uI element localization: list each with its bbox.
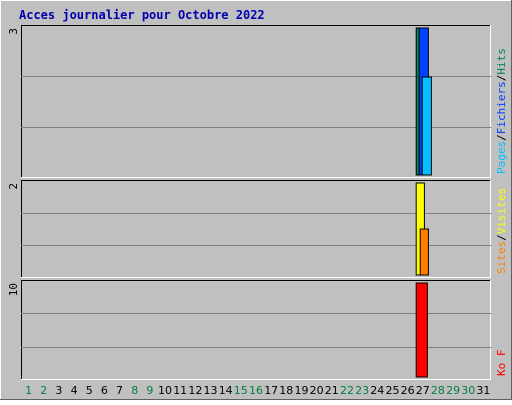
legend-visits-sites: Sites/Visites	[495, 188, 508, 274]
panel-visits-sites: 2 Sites/Visites	[7, 180, 508, 278]
x-tick-label-day-12: 12	[188, 384, 202, 397]
bar-sites-day-27	[419, 228, 429, 276]
x-tick-label-day-23: 23	[355, 384, 369, 397]
x-axis-labels: 1 2 3 4 5 6 7 8 9 10 11 12 13 14 15 16 17 18 19 20 21 22 23 24 2…	[25, 384, 490, 397]
x-tick-label-day-25: 25	[386, 384, 400, 397]
x-tick-label-day-13: 13	[204, 384, 218, 397]
x-tick-label-day-7: 7	[116, 384, 123, 397]
x-tick-label-day-26: 26	[401, 384, 415, 397]
x-tick-label-day-2: 2	[40, 384, 47, 397]
bar-pages-day-27	[421, 76, 432, 176]
x-tick-label-day-22: 22	[340, 384, 354, 397]
legend-hits: Hits	[495, 48, 508, 75]
legend-fichiers: Fichiers	[495, 81, 508, 134]
legend-separator: /	[495, 75, 508, 82]
x-tick-label-day-17: 17	[264, 384, 278, 397]
x-tick-label-day-16: 16	[249, 384, 263, 397]
legend-visites: Visites	[495, 188, 508, 234]
panel-background	[21, 25, 491, 178]
x-tick-label-day-11: 11	[173, 384, 187, 397]
legend-ko-f: Ko F	[495, 350, 508, 377]
legend-sites: Sites	[495, 241, 508, 274]
x-tick-label-day-30: 30	[461, 384, 475, 397]
y-axis-max-label: 2	[7, 183, 20, 190]
x-tick-label-day-1: 1	[25, 384, 32, 397]
bar-ko-f-day-27	[415, 282, 428, 378]
legend-separator: /	[495, 234, 508, 241]
x-tick-label-day-28: 28	[431, 384, 445, 397]
x-tick-label-day-9: 9	[146, 384, 153, 397]
x-tick-label-day-18: 18	[279, 384, 293, 397]
legend-pages: Pages	[495, 141, 508, 174]
legend-hits-files-pages: Pages/Fichiers/Hits	[495, 48, 508, 174]
legend-kbytes: Ko F	[495, 350, 508, 377]
x-tick-label-day-31: 31	[476, 384, 490, 397]
panel-kbytes: 10 Ko F	[7, 280, 508, 380]
x-tick-label-day-15: 15	[234, 384, 248, 397]
x-tick-label-day-24: 24	[370, 384, 384, 397]
x-tick-label-day-19: 19	[295, 384, 309, 397]
x-tick-label-day-10: 10	[158, 384, 172, 397]
x-tick-label-day-6: 6	[101, 384, 108, 397]
x-tick-label-day-29: 29	[446, 384, 460, 397]
panel-background	[21, 280, 491, 380]
x-tick-label-day-4: 4	[71, 384, 78, 397]
x-tick-label-day-20: 20	[310, 384, 324, 397]
panel-background	[21, 180, 491, 278]
x-tick-label-day-5: 5	[86, 384, 93, 397]
x-tick-label-day-14: 14	[219, 384, 233, 397]
y-axis-max-label: 10	[7, 283, 20, 296]
x-tick-label-day-27: 27	[416, 384, 430, 397]
x-tick-label-day-8: 8	[131, 384, 138, 397]
y-axis-max-label: 3	[7, 28, 20, 35]
x-tick-label-day-21: 21	[325, 384, 339, 397]
x-tick-label-day-3: 3	[55, 384, 62, 397]
chart-title: Acces journalier pour Octobre 2022	[19, 8, 265, 22]
legend-separator: /	[495, 134, 508, 141]
